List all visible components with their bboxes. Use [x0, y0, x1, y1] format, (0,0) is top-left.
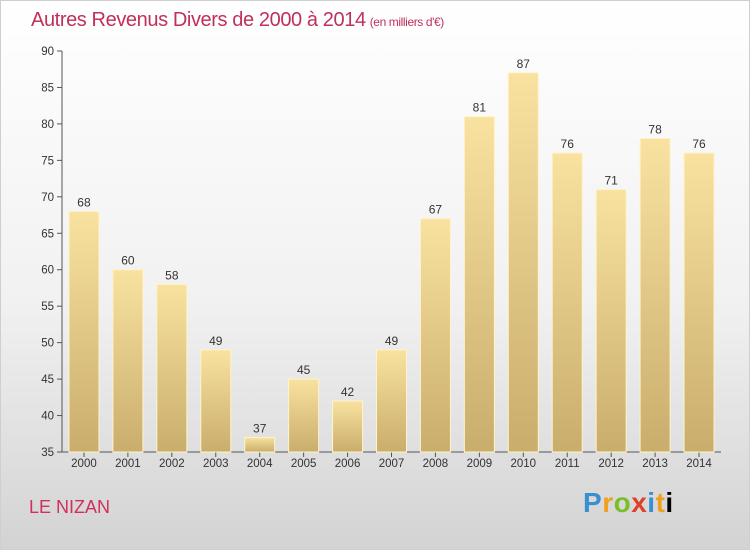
x-tick-label: 2007	[379, 458, 405, 470]
x-tick-label: 2011	[555, 458, 580, 470]
y-tick-label: 35	[41, 447, 54, 459]
bar-2008	[419, 218, 451, 453]
x-tick-label: 2002	[159, 458, 185, 470]
y-tick-label: 40	[41, 411, 54, 423]
bar-value-label: 45	[297, 363, 311, 377]
y-tick-label: 90	[41, 46, 54, 58]
bar-2010	[507, 72, 539, 453]
x-tick-label: 2000	[71, 458, 97, 470]
x-tick-label: 2001	[115, 458, 141, 470]
bar-value-label: 37	[253, 421, 267, 435]
bar-2013	[639, 137, 671, 453]
bar-value-label: 76	[692, 137, 706, 151]
bar-2007	[376, 349, 407, 453]
brand-letter: i	[647, 487, 656, 518]
x-tick-label: 2004	[247, 458, 273, 470]
x-tick-label: 2005	[291, 458, 317, 470]
x-tick-label: 2013	[642, 458, 668, 470]
bar-2005	[288, 378, 320, 453]
x-tick-label: 2008	[423, 458, 449, 470]
x-tick-label: 2009	[467, 458, 493, 470]
y-tick-label: 50	[41, 338, 54, 350]
bar-value-label: 60	[121, 254, 135, 268]
y-tick-label: 55	[41, 301, 54, 313]
x-tick-label: 2003	[203, 458, 229, 470]
bar-value-label: 58	[165, 268, 179, 282]
y-tick-label: 65	[41, 228, 54, 240]
bar-2003	[200, 349, 232, 453]
bar-2004	[244, 436, 276, 453]
x-tick-label: 2014	[686, 458, 712, 470]
bar-2000	[68, 210, 100, 453]
chart-title-text: Autres Revenus Divers de 2000 à 2014	[31, 9, 366, 31]
y-tick-label: 85	[41, 82, 54, 94]
y-tick-label: 75	[41, 155, 54, 167]
bar-value-label: 49	[209, 334, 223, 348]
chart-bars	[68, 72, 715, 453]
bar-value-label: 87	[517, 57, 531, 71]
x-tick-label: 2006	[335, 458, 361, 470]
brand-letter: r	[602, 487, 614, 518]
bar-value-label: 81	[473, 101, 487, 115]
y-tick-label: 70	[41, 192, 54, 204]
chart-title: Autres Revenus Divers de 2000 à 2014 (en …	[31, 9, 444, 32]
brand-letter: t	[655, 487, 666, 518]
brand-letter: i	[665, 487, 674, 518]
bar-2001	[112, 269, 144, 453]
bar-2006	[332, 400, 364, 453]
location-label: LE NIZAN	[29, 497, 111, 517]
chart-unit-label: (en milliers d'€)	[369, 15, 445, 29]
bar-value-label: 71	[604, 174, 618, 188]
bar-2012	[595, 189, 627, 453]
y-tick-label: 80	[41, 119, 54, 131]
bar-2014	[683, 152, 715, 453]
y-tick-label: 45	[41, 374, 54, 386]
brand-letter: P	[583, 487, 603, 518]
brand-letter: o	[613, 487, 632, 518]
bar-value-label: 68	[77, 195, 91, 209]
bar-2009	[463, 116, 495, 453]
bar-value-label: 76	[561, 137, 575, 151]
x-tick-label: 2012	[598, 458, 624, 470]
bar-2011	[551, 152, 583, 453]
bar-value-label: 67	[429, 203, 443, 217]
x-tick-label: 2010	[511, 458, 537, 470]
bar-value-label: 49	[385, 334, 399, 348]
bar-value-label: 78	[648, 122, 662, 136]
brand-logo: Proxiti	[583, 487, 674, 519]
chart-labels: 68 60 58 49 37 45 42 49 67 81 87 76 71 78 76	[77, 57, 706, 436]
bar-value-label: 42	[341, 385, 355, 399]
y-tick-label: 60	[41, 265, 54, 277]
brand-letter: x	[631, 487, 648, 518]
bar-2002	[156, 283, 188, 453]
